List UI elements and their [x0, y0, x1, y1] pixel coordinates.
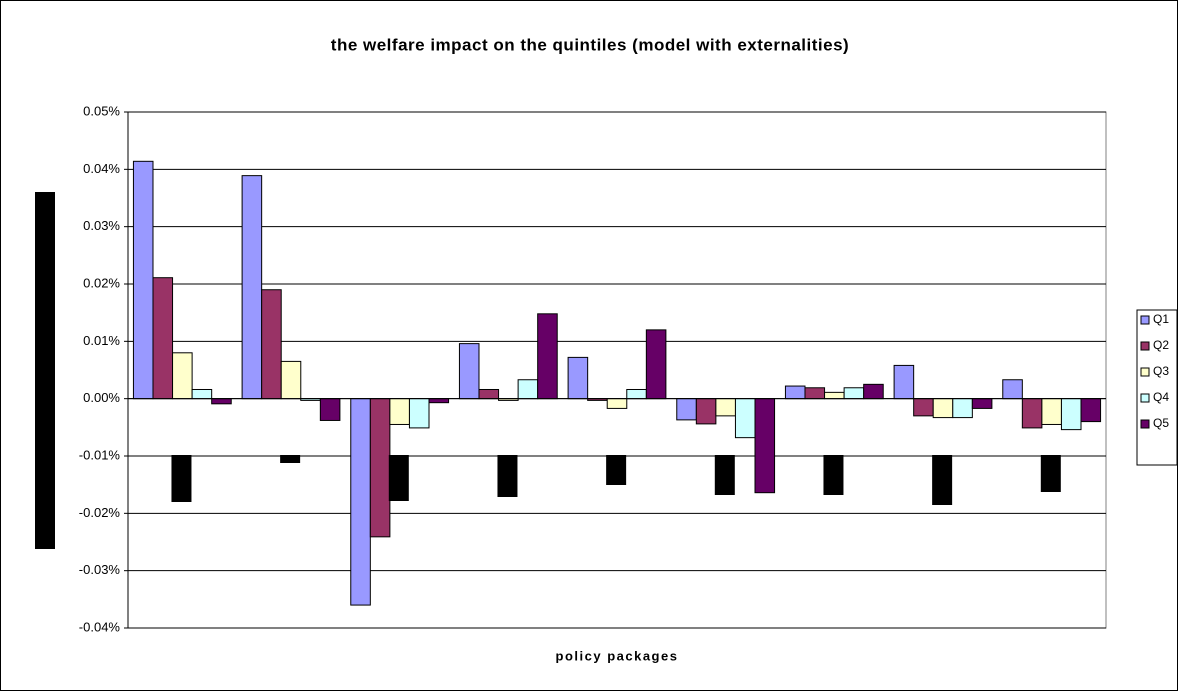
bar	[319, 398, 341, 421]
bar	[1080, 398, 1102, 423]
bar	[191, 388, 213, 400]
redaction	[497, 455, 518, 497]
bar	[645, 329, 667, 400]
bar	[804, 387, 826, 400]
bar	[1060, 398, 1082, 431]
bar	[261, 289, 282, 400]
legend-label: Q1	[1153, 312, 1169, 326]
y-tick-label: -0.03%	[79, 562, 121, 577]
bar	[567, 356, 589, 400]
bar	[458, 343, 480, 400]
bar	[369, 398, 391, 538]
bar	[932, 398, 954, 419]
redaction	[1040, 455, 1061, 492]
legend-swatch	[1140, 341, 1150, 351]
bar	[132, 160, 154, 400]
bar	[172, 352, 193, 400]
legend-label: Q3	[1153, 364, 1169, 378]
redaction	[606, 455, 627, 485]
legend-swatch	[1140, 393, 1150, 403]
bar	[824, 391, 845, 400]
bar	[478, 388, 500, 400]
legend-label: Q2	[1153, 338, 1169, 352]
y-tick-label: 0.05%	[83, 103, 120, 118]
bar	[676, 398, 697, 421]
chart-title: the welfare impact on the quintiles (mod…	[331, 35, 849, 54]
bar	[1002, 379, 1023, 400]
bar	[626, 388, 647, 400]
bar	[893, 364, 915, 400]
bar	[211, 398, 232, 405]
redaction	[388, 455, 409, 501]
legend	[1136, 309, 1178, 466]
redaction	[171, 455, 192, 502]
bar	[863, 383, 884, 400]
bar	[517, 379, 539, 400]
bar	[971, 398, 993, 409]
redaction	[823, 455, 844, 495]
bar	[152, 277, 174, 400]
redaction	[714, 455, 735, 495]
y-tick-label: 0.02%	[83, 275, 120, 290]
bar	[280, 360, 302, 400]
y-tick-label: 0.04%	[83, 161, 120, 176]
y-tick-label: -0.04%	[79, 619, 121, 634]
y-tick-label: 0.00%	[83, 390, 120, 405]
bar	[754, 398, 776, 494]
legend-swatch	[1140, 367, 1150, 377]
legend-swatch	[1140, 315, 1150, 325]
bar	[913, 398, 934, 417]
bar	[408, 398, 430, 429]
y-tick-label: 0.01%	[83, 333, 120, 348]
bar	[952, 398, 973, 419]
legend-label: Q5	[1153, 416, 1169, 430]
bar	[606, 398, 628, 409]
bar	[715, 398, 736, 417]
bar	[695, 398, 717, 425]
bar	[537, 313, 558, 400]
x-axis-label: policy packages	[556, 648, 679, 663]
y-tick-label: -0.01%	[79, 447, 121, 462]
redaction	[932, 455, 953, 505]
legend-swatch	[1140, 419, 1150, 429]
y-tick-label: -0.02%	[79, 505, 121, 520]
bar	[843, 387, 865, 400]
bar	[428, 398, 450, 404]
bar	[1021, 398, 1043, 429]
bar	[1041, 398, 1062, 425]
bar	[784, 385, 806, 400]
bar	[734, 398, 756, 439]
redaction	[280, 455, 301, 463]
redaction	[35, 192, 55, 549]
bar	[350, 398, 371, 606]
bar	[389, 398, 410, 425]
y-tick-label: 0.03%	[83, 218, 120, 233]
legend-label: Q4	[1153, 390, 1169, 404]
bar	[241, 175, 263, 400]
